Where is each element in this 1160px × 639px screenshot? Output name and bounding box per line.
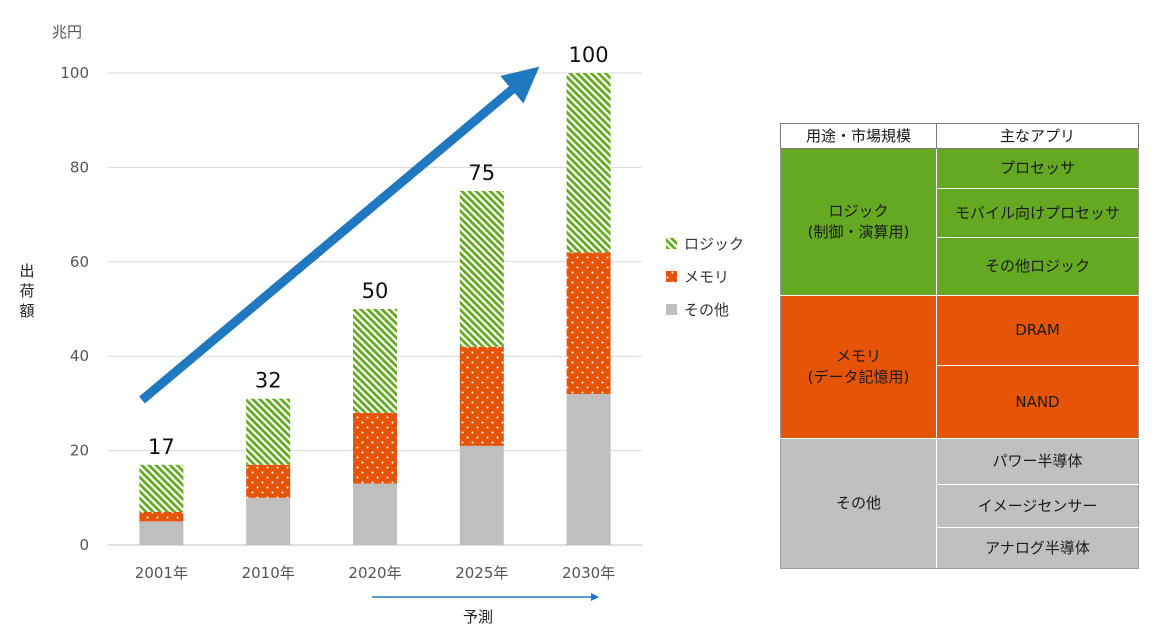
bar-segment <box>566 393 611 545</box>
category-logic: ロジック (制御・演算用) <box>780 148 937 296</box>
table-row: メモリ (データ記憶用) DRAM <box>780 295 1139 439</box>
bar-segment <box>246 464 291 498</box>
bar-total-label: 17 <box>148 435 175 459</box>
bar-total-label: 50 <box>362 279 389 303</box>
category-other: その他 <box>780 438 937 569</box>
bar-segment <box>566 73 611 253</box>
app-power-semiconductor: パワー半導体 <box>936 438 1139 485</box>
category-logic-name: ロジック <box>828 202 889 220</box>
table-row: アナログ半導体 <box>781 527 1139 569</box>
legend-label: メモリ <box>684 268 729 286</box>
y-tick-label: 60 <box>70 253 89 271</box>
legend-swatch <box>666 271 677 282</box>
table-row: モバイル向けプロセッサ <box>781 188 1139 238</box>
table-header-row: 用途・市場規模 主なアプリ <box>780 123 1139 149</box>
y-tick-label: 100 <box>60 64 89 82</box>
bar-segment <box>353 412 397 484</box>
y-axis-title-char-3: 額 <box>19 302 34 320</box>
app-image-sensor: イメージセンサー <box>936 484 1139 528</box>
legend-swatch <box>666 238 677 249</box>
y-axis: 0 20 40 60 80 100 <box>60 64 89 554</box>
bar-segment <box>459 346 504 446</box>
app-nand: NAND <box>936 365 1139 439</box>
market-table: 用途・市場規模 主なアプリ ロジック (制御・演算用) プロセッサ モバイル向け… <box>780 123 1139 569</box>
bar-segment <box>353 483 397 545</box>
bar-total-label: 32 <box>255 369 282 393</box>
legend-swatch <box>666 304 677 315</box>
x-axis: 2001年 2010年 2020年 2025年 2030年 <box>135 564 615 582</box>
header-apps: 主なアプリ <box>936 123 1139 149</box>
bar-total-label: 100 <box>569 43 609 67</box>
table-row: その他 パワー半導体 <box>780 438 1139 569</box>
bar-segment <box>246 398 291 465</box>
bar-segment <box>459 191 504 347</box>
category-logic-sub: (制御・演算用) <box>807 223 910 241</box>
app-processor: プロセッサ <box>936 148 1139 189</box>
x-tick-label: 2010年 <box>242 564 295 582</box>
stacked-bar-chart: 0 20 40 60 80 100 17 32 50 75 100 2001年 2010年 2020年… <box>19 23 744 626</box>
header-usage: 用途・市場規模 <box>780 123 937 149</box>
y-axis-title-char-2: 荷 <box>19 282 34 300</box>
category-memory: メモリ (データ記憶用) <box>780 295 937 439</box>
category-memory-name: メモリ <box>835 347 881 365</box>
y-tick-label: 40 <box>70 347 89 365</box>
y-tick-label: 20 <box>70 442 89 460</box>
app-other-logic: その他ロジック <box>936 237 1139 296</box>
total-labels: 17 32 50 75 100 <box>148 43 609 459</box>
bar-segment <box>459 445 504 545</box>
bar-segment <box>139 521 184 545</box>
app-analog-semiconductor: アナログ半導体 <box>936 527 1139 569</box>
category-other-name: その他 <box>835 494 881 512</box>
bar-total-label: 75 <box>468 161 495 185</box>
bar-segment <box>566 252 611 394</box>
legend-label: ロジック <box>684 235 744 253</box>
y-axis-unit: 兆円 <box>52 23 82 41</box>
bars <box>139 73 611 545</box>
forecast-label: 予測 <box>463 608 493 626</box>
bar-segment <box>139 511 184 522</box>
x-tick-label: 2030年 <box>562 564 615 582</box>
x-tick-label: 2025年 <box>455 564 508 582</box>
bar-segment <box>353 309 397 413</box>
table-row: その他ロジック <box>781 237 1139 296</box>
legend-label: その他 <box>684 301 729 319</box>
x-tick-label: 2001年 <box>135 564 188 582</box>
bar-segment <box>139 464 184 512</box>
table-row: イメージセンサー <box>781 484 1139 528</box>
y-axis-title-char-1: 出 <box>19 262 34 280</box>
y-tick-label: 0 <box>79 536 89 554</box>
x-tick-label: 2020年 <box>348 564 401 582</box>
y-tick-label: 80 <box>70 158 89 176</box>
app-mobile-processor: モバイル向けプロセッサ <box>936 188 1139 238</box>
y-axis-title: 出 荷 額 <box>19 262 34 320</box>
bar-segment <box>246 497 291 545</box>
table-row: ロジック (制御・演算用) プロセッサ <box>780 148 1139 296</box>
category-memory-sub: (データ記憶用) <box>807 368 910 386</box>
app-dram: DRAM <box>936 295 1139 366</box>
growth-trend-arrow <box>139 66 540 404</box>
